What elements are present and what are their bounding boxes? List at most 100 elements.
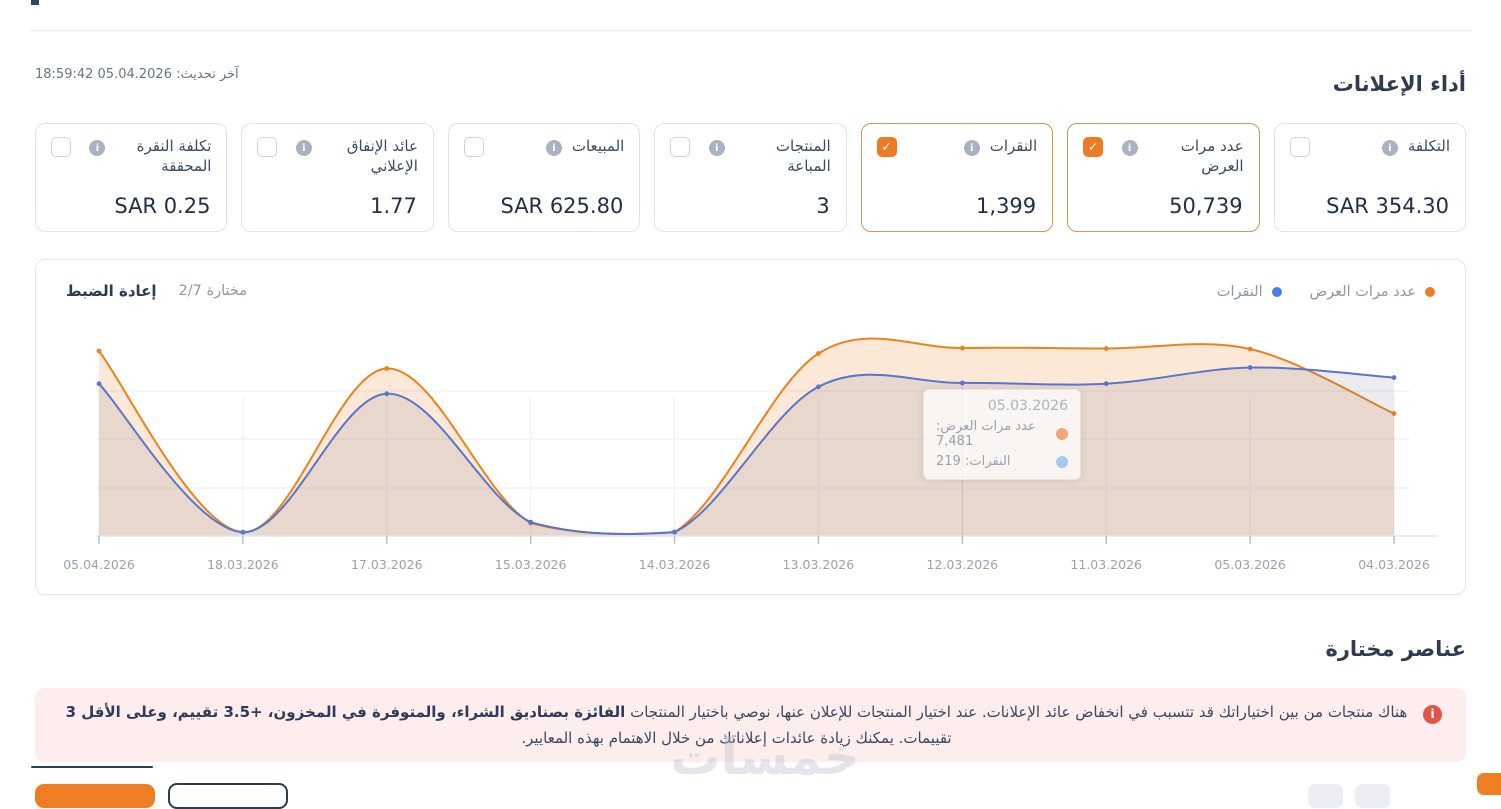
data-point[interactable] bbox=[1391, 411, 1397, 416]
chart-controls: مختارة 2/7 إعادة الضبط bbox=[66, 282, 247, 300]
warning-text-1: هناك منتجات من بين اختياراتك قد تتسبب في… bbox=[625, 703, 1408, 721]
impressions-dot-icon bbox=[1056, 428, 1068, 440]
selected-count-label: مختارة 2/7 bbox=[178, 283, 248, 299]
metric-label: تكلفة النقرة المحققة bbox=[136, 137, 212, 175]
data-point[interactable] bbox=[672, 529, 677, 535]
metric-card-0[interactable]: التكلفة i SAR 354.30 bbox=[1273, 123, 1466, 232]
secondary-action-button[interactable] bbox=[168, 783, 288, 809]
x-axis-label: 05.03.2026 bbox=[1214, 557, 1286, 572]
warning-banner: i هناك منتجات من بين اختياراتك قد تتسبب … bbox=[35, 688, 1466, 762]
x-axis-label: 15.03.2026 bbox=[495, 557, 567, 572]
data-point[interactable] bbox=[816, 351, 821, 356]
metric-card-1[interactable]: عدد مرات العرض i ✓ 50,739 bbox=[1067, 123, 1260, 232]
metric-card-5[interactable]: عائد الإنفاق الإعلاني i 1.77 bbox=[241, 123, 434, 232]
selected-items-title: عناصر مختارة bbox=[1325, 637, 1466, 662]
metric-value: SAR 625.80 bbox=[500, 194, 624, 218]
clipped-element-edge bbox=[31, 766, 153, 768]
tooltip-impressions-value: عدد مرات العرض: 7,481 bbox=[936, 419, 1036, 449]
info-icon[interactable]: i bbox=[89, 140, 106, 156]
scroll-corner-button[interactable] bbox=[1477, 773, 1501, 795]
info-icon[interactable]: i bbox=[1121, 140, 1138, 156]
data-point[interactable] bbox=[1247, 365, 1253, 370]
top-divider bbox=[30, 30, 1471, 31]
metric-checkbox[interactable]: ✓ bbox=[1083, 137, 1104, 157]
metric-checkbox[interactable] bbox=[1289, 137, 1310, 157]
performance-chart[interactable]: 05.04.2026 18.03.2026 17.03.2026 15.03.2026… bbox=[36, 300, 1465, 594]
metric-checkbox[interactable] bbox=[670, 137, 691, 157]
tooltip-clicks-row: النقرات: 219 bbox=[936, 454, 1068, 469]
x-axis-label: 12.03.2026 bbox=[927, 557, 999, 572]
page-title: أداء الإعلانات bbox=[1332, 72, 1466, 97]
chart-card: مختارة 2/7 إعادة الضبط عدد مرات العرض الن… bbox=[35, 259, 1466, 595]
tooltip-impressions-row: عدد مرات العرض: 7,481 bbox=[936, 419, 1068, 449]
data-point[interactable] bbox=[240, 529, 246, 535]
metric-card-4[interactable]: المبيعات i SAR 625.80 bbox=[447, 123, 641, 232]
chart-tooltip: 05.03.2026 عدد مرات العرض: 7,481 النقرات… bbox=[923, 389, 1081, 480]
legend-dot-icon bbox=[1425, 287, 1435, 297]
metric-card-2[interactable]: النقرات i ✓ 1,399 bbox=[860, 123, 1054, 232]
info-icon[interactable]: i bbox=[545, 140, 562, 156]
data-point[interactable] bbox=[959, 380, 965, 386]
info-icon[interactable]: i bbox=[295, 140, 312, 156]
info-icon[interactable]: i bbox=[1381, 140, 1398, 156]
metric-value: SAR 0.25 bbox=[114, 194, 211, 218]
metric-label: المنتجات المباعة bbox=[775, 137, 831, 175]
info-icon[interactable]: i bbox=[963, 140, 980, 156]
series-area-0 bbox=[99, 338, 1394, 536]
data-point[interactable] bbox=[1103, 381, 1109, 387]
legend-item-1[interactable]: النقرات bbox=[1217, 284, 1282, 300]
tooltip-date: 05.03.2026 bbox=[987, 398, 1068, 414]
metric-label: التكلفة bbox=[1407, 137, 1450, 155]
pagination-pill-1[interactable] bbox=[1308, 784, 1343, 808]
clicks-dot-icon bbox=[1056, 455, 1068, 468]
chart-legend: عدد مرات العرض النقرات bbox=[1217, 284, 1435, 300]
info-icon[interactable]: i bbox=[708, 140, 725, 156]
metric-value: 1.77 bbox=[370, 194, 417, 218]
metric-card-3[interactable]: المنتجات المباعة i 3 bbox=[654, 123, 847, 232]
metric-value: 50,739 bbox=[1169, 194, 1243, 218]
data-point[interactable] bbox=[384, 391, 390, 397]
metric-checkbox[interactable] bbox=[463, 137, 484, 157]
legend-dot-icon bbox=[1271, 287, 1282, 297]
legend-label: عدد مرات العرض bbox=[1309, 284, 1416, 300]
x-axis-label: 14.03.2026 bbox=[639, 557, 711, 572]
warning-info-icon: i bbox=[1423, 705, 1442, 724]
legend-label: النقرات bbox=[1216, 284, 1263, 300]
clipped-top-element bbox=[31, 0, 39, 5]
x-axis-label: 04.03.2026 bbox=[1358, 557, 1430, 572]
tooltip-clicks-value: النقرات: 219 bbox=[936, 454, 1011, 469]
metric-checkbox[interactable] bbox=[51, 137, 72, 157]
metric-cards: التكلفة i SAR 354.30 عدد مرات العرض i ✓ 50,739… bbox=[35, 123, 1466, 232]
data-point[interactable] bbox=[1103, 346, 1109, 351]
x-axis-label: 05.04.2026 bbox=[63, 557, 135, 572]
last-update-timestamp: آخر تحديث: 05.04.2026 18:59:42 bbox=[35, 67, 239, 82]
metric-value: 3 bbox=[816, 194, 830, 218]
data-point[interactable] bbox=[959, 345, 965, 351]
data-point[interactable] bbox=[1391, 375, 1397, 380]
metric-card-6[interactable]: تكلفة النقرة المحققة i SAR 0.25 bbox=[35, 123, 228, 232]
pagination-pill-2[interactable] bbox=[1355, 784, 1390, 808]
reset-button[interactable]: إعادة الضبط bbox=[66, 282, 157, 300]
primary-action-button[interactable] bbox=[35, 784, 155, 808]
data-point[interactable] bbox=[528, 519, 534, 525]
metric-label: المبيعات bbox=[571, 137, 625, 155]
metric-checkbox[interactable] bbox=[257, 137, 278, 157]
warning-text-2: تقييمات. يمكنك زيادة عائدات إعلاناتك من … bbox=[521, 728, 952, 747]
metric-label: النقرات bbox=[989, 137, 1038, 155]
data-point[interactable] bbox=[96, 381, 102, 387]
x-axis-label: 17.03.2026 bbox=[351, 557, 423, 572]
data-point[interactable] bbox=[96, 348, 102, 354]
legend-item-0[interactable]: عدد مرات العرض bbox=[1310, 284, 1435, 300]
metric-value: 1,399 bbox=[976, 194, 1037, 218]
warning-text-bold: الفائزة بصناديق الشراء، والمتوفرة في الم… bbox=[65, 703, 626, 721]
metric-value: SAR 354.30 bbox=[1326, 194, 1449, 218]
data-point[interactable] bbox=[384, 366, 390, 371]
series-line-1 bbox=[98, 366, 1395, 536]
metric-label: عائد الإنفاق الإعلاني bbox=[346, 137, 418, 175]
metric-checkbox[interactable]: ✓ bbox=[876, 137, 897, 157]
data-point[interactable] bbox=[1247, 346, 1253, 352]
x-axis-label: 13.03.2026 bbox=[783, 557, 855, 572]
data-point[interactable] bbox=[816, 384, 821, 390]
series-line-0 bbox=[98, 337, 1395, 535]
